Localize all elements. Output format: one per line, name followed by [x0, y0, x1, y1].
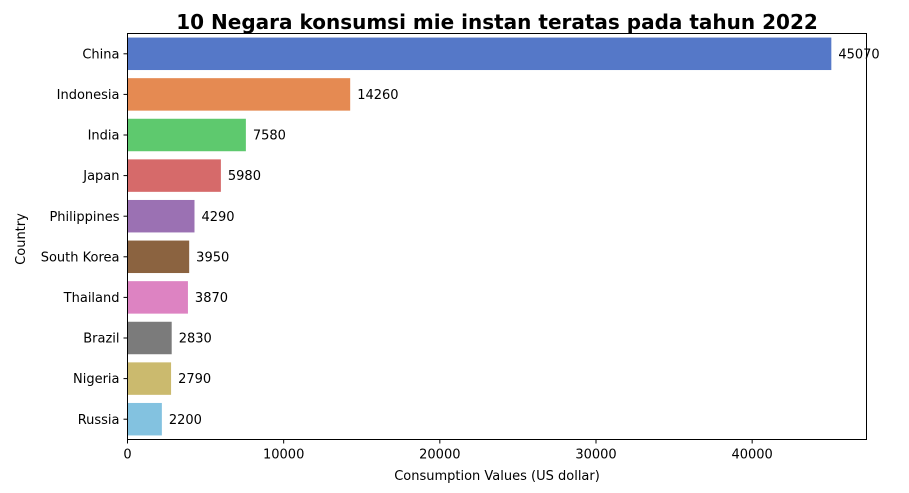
bars-group: [127, 37, 832, 436]
x-ticks: 0 10000 20000 30000 40000: [123, 439, 773, 463]
y-tick-label: China: [82, 47, 119, 62]
data-label: 45070: [838, 47, 879, 62]
y-tick-label: India: [88, 129, 120, 144]
data-labels: 45070 14260 7580 5980 4290 3950 3870 2830 2790 22…: [169, 47, 880, 427]
bar-india: [127, 118, 246, 152]
x-tick-label: 40000: [731, 448, 772, 463]
bar-china: [127, 37, 832, 71]
y-tick-label: Thailand: [63, 291, 120, 306]
y-tick-label: South Korea: [41, 250, 120, 265]
plot-frame: [127, 33, 867, 440]
x-tick-label: 20000: [419, 448, 460, 463]
chart-title: 10 Negara konsumsi mie instan teratas pa…: [176, 10, 818, 34]
y-axis-label: Country: [14, 213, 29, 265]
bar-brazil: [127, 321, 172, 355]
data-label: 2790: [178, 372, 211, 387]
y-tick-label: Russia: [78, 413, 120, 428]
bar-japan: [127, 159, 221, 192]
bar-indonesia: [127, 78, 351, 111]
bar-russia: [127, 402, 162, 436]
x-axis-label: Consumption Values (US dollar): [394, 469, 600, 484]
data-label: 2200: [169, 413, 202, 428]
x-tick-label: 30000: [575, 448, 616, 463]
data-label: 5980: [228, 169, 261, 184]
x-tick-label: 0: [123, 448, 131, 463]
y-tick-label: Indonesia: [57, 88, 120, 103]
bar-nigeria: [127, 362, 172, 395]
bar-thailand: [127, 281, 188, 314]
data-label: 2830: [179, 332, 212, 347]
y-tick-labels: China Indonesia India Japan Philippines South…: [41, 47, 128, 428]
y-tick-label: Nigeria: [73, 372, 120, 387]
data-label: 4290: [201, 210, 234, 225]
y-tick-label: Philippines: [49, 210, 119, 225]
data-label: 14260: [357, 88, 398, 103]
data-label: 3950: [196, 250, 229, 265]
bar-south-korea: [127, 240, 190, 274]
x-tick-label: 10000: [263, 448, 304, 463]
data-label: 3870: [195, 291, 228, 306]
y-tick-label: Japan: [82, 169, 119, 184]
y-tick-label: Brazil: [83, 332, 119, 347]
bar-philippines: [127, 199, 195, 233]
data-label: 7580: [253, 129, 286, 144]
